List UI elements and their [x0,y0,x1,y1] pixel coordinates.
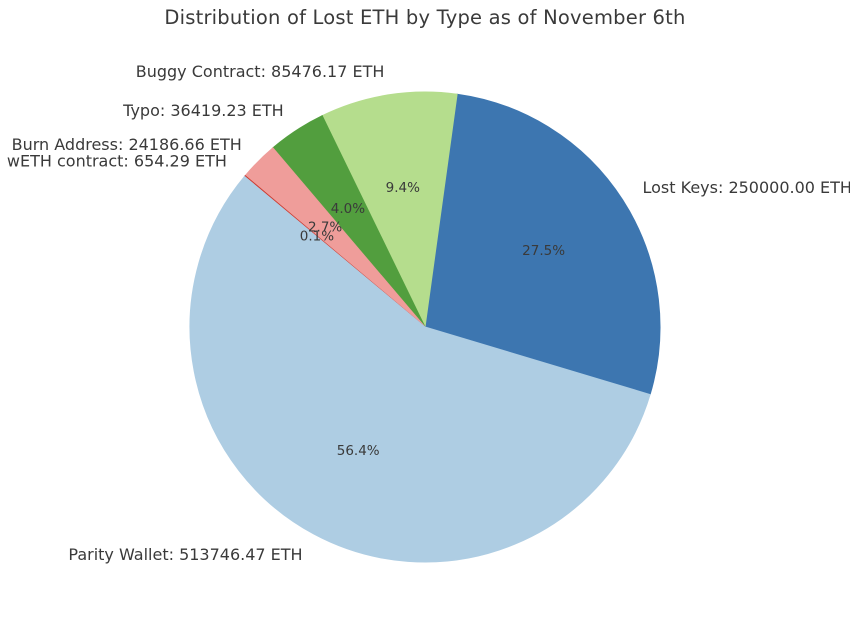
pct-label-typo: 4.0% [331,201,365,217]
chart-title: Distribution of Lost ETH by Type as of N… [164,6,686,29]
pct-label-lost-keys: 27.5% [522,243,565,259]
pct-label-weth-contract: 0.1% [300,228,334,244]
pct-label-parity-wallet: 56.4% [337,443,380,459]
slice-label-buggy-contract: Buggy Contract: 85476.17 ETH [136,62,385,81]
pie-slice-lost-keys [424,93,661,396]
pct-label-buggy-contract: 9.4% [386,180,420,196]
pie-slice-parity-wallet [189,175,651,563]
slice-label-lost-keys: Lost Keys: 250000.00 ETH [643,178,850,197]
slice-label-weth-contract: wETH contract: 654.29 ETH [7,152,227,171]
slice-label-parity-wallet: Parity Wallet: 513746.47 ETH [68,545,302,564]
slice-label-burn-address: Burn Address: 24186.66 ETH [12,135,242,154]
pct-label-burn-address: 2.7% [308,220,342,236]
pie-slice-buggy-contract [321,91,458,329]
slice-label-typo: Typo: 36419.23 ETH [122,101,284,120]
